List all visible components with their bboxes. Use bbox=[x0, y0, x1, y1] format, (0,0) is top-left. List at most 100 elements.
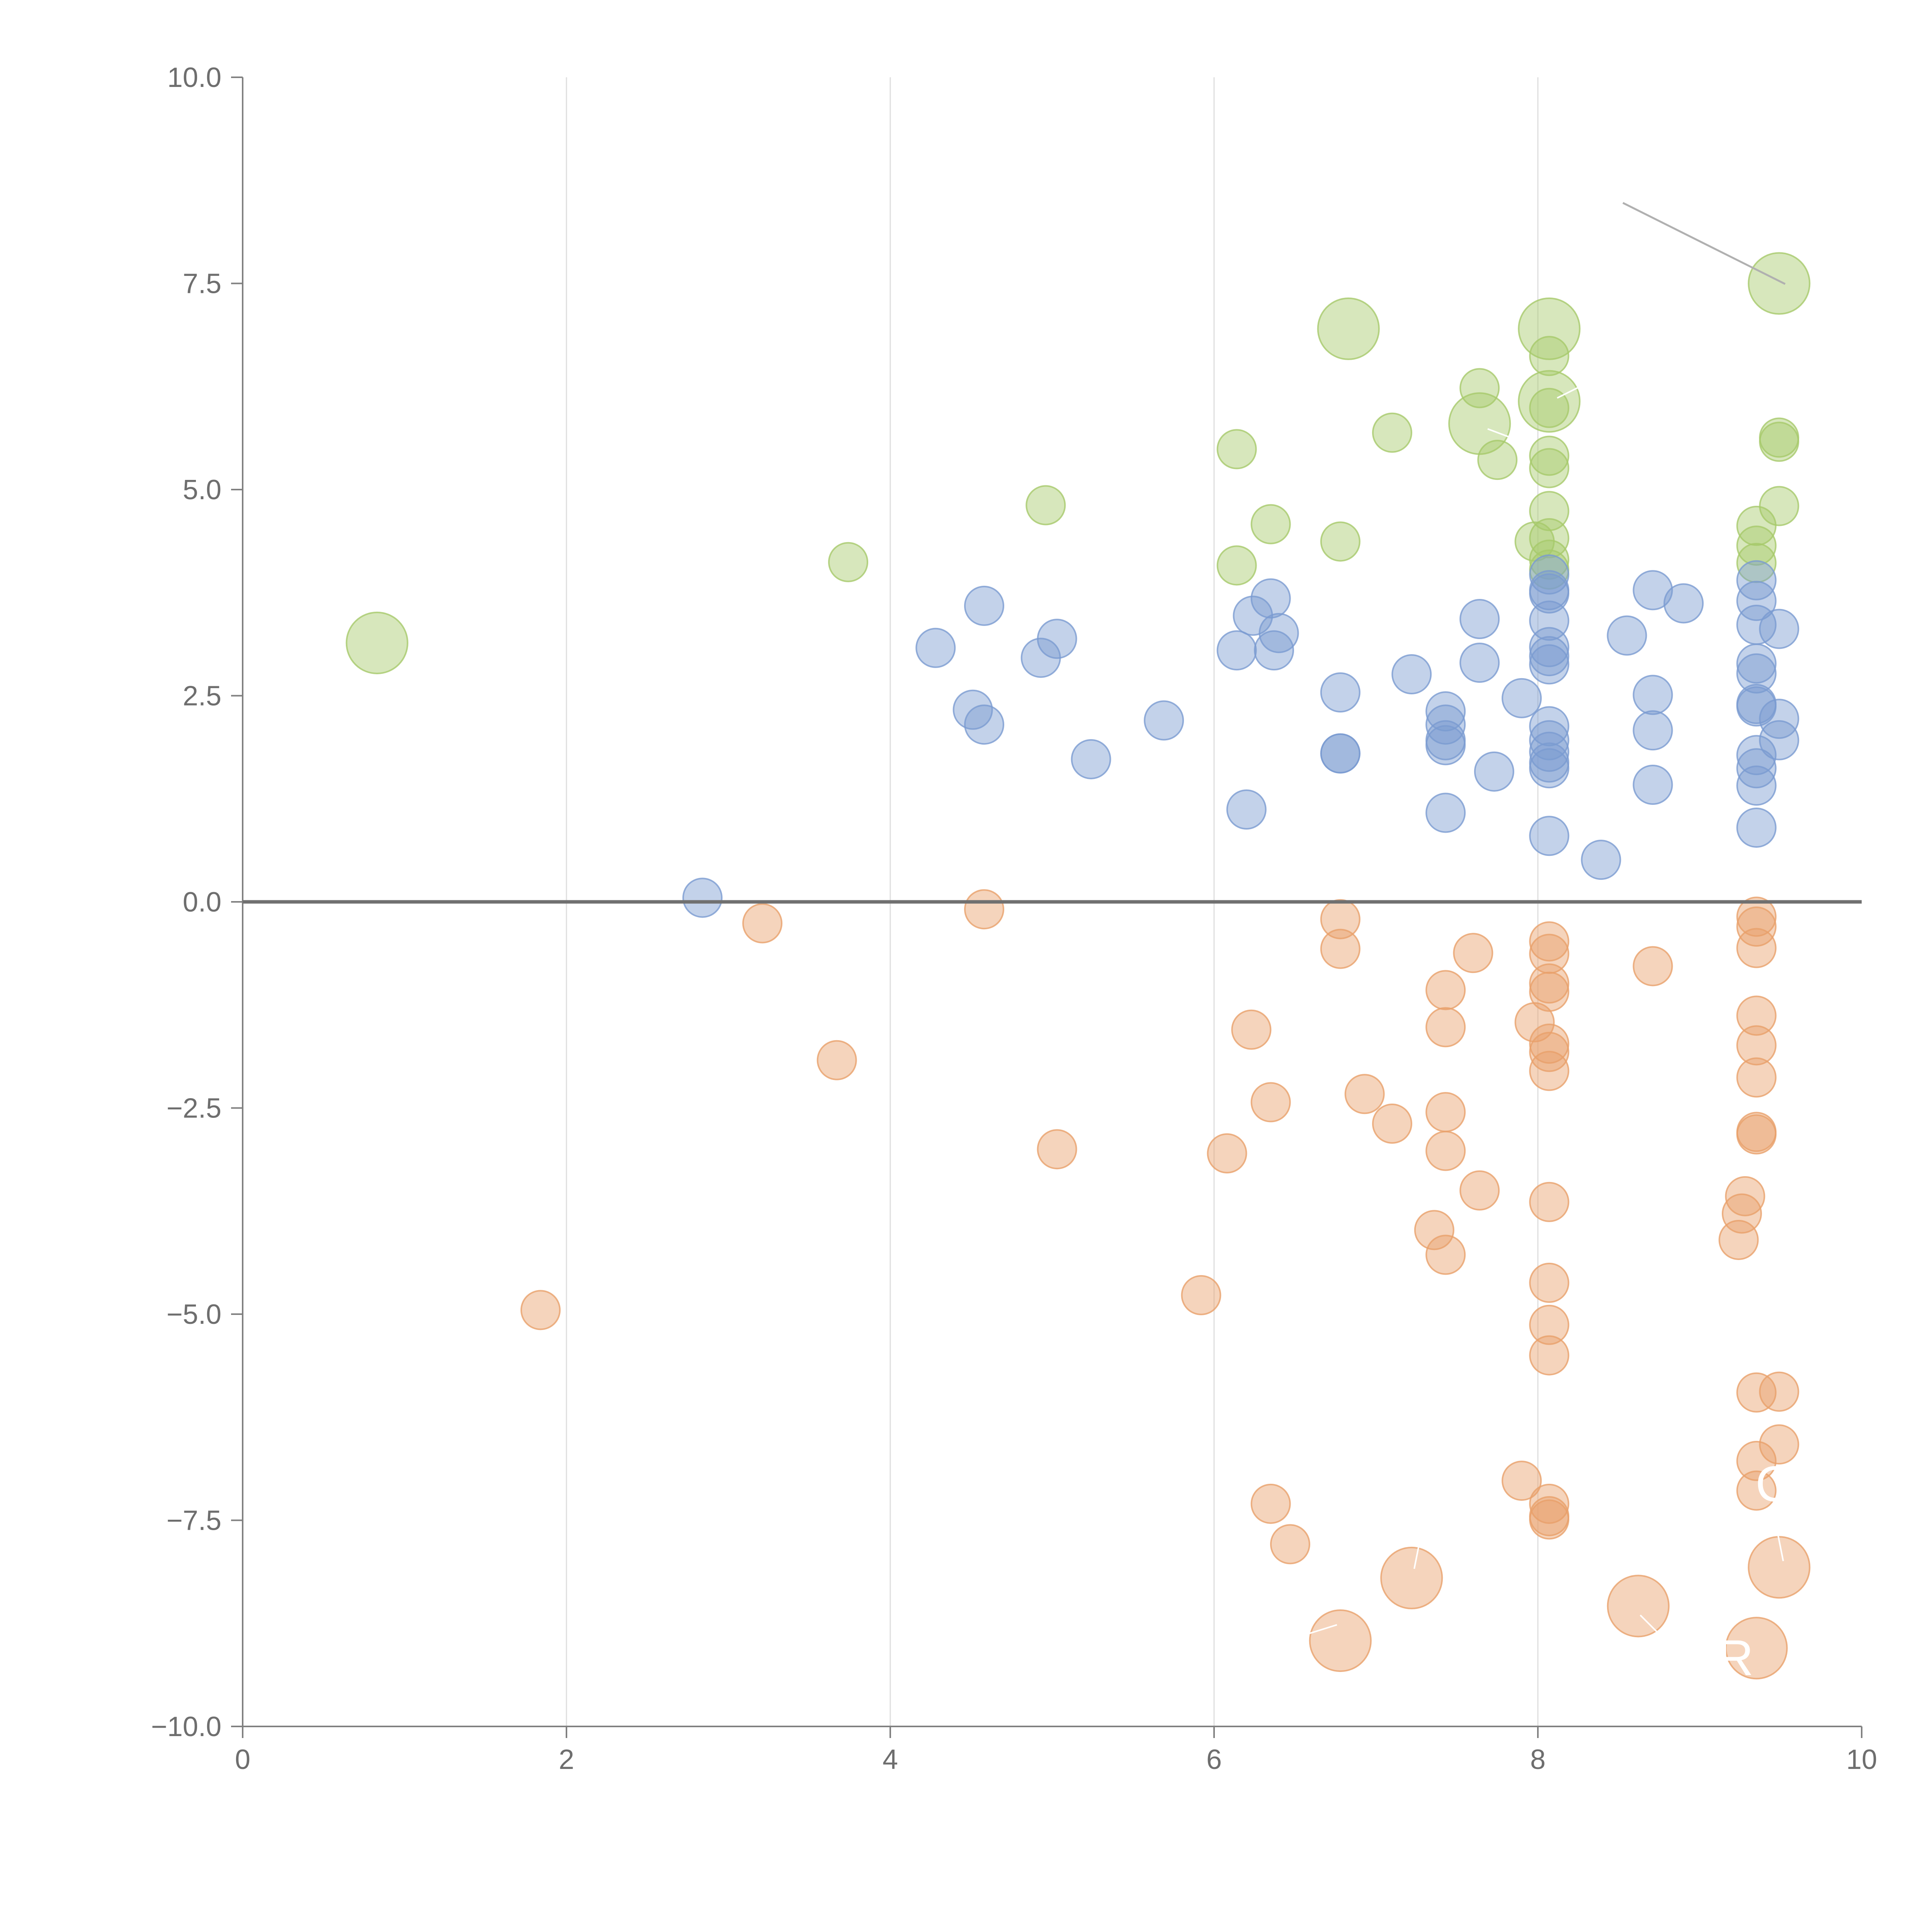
data-point-blue bbox=[1759, 720, 1799, 760]
data-point-blue bbox=[1663, 583, 1704, 624]
data-point-orange bbox=[1736, 1057, 1777, 1098]
data-point-orange bbox=[1736, 1372, 1777, 1413]
data-point-green bbox=[1320, 521, 1361, 562]
data-point-green bbox=[1759, 422, 1799, 462]
data-point-orange bbox=[1529, 1335, 1570, 1376]
data-point-blue bbox=[1250, 578, 1291, 619]
data-point-orange bbox=[1529, 1483, 1570, 1524]
data-point-blue bbox=[964, 585, 1005, 626]
data-point-orange bbox=[1250, 1082, 1291, 1122]
data-point-blue bbox=[1607, 615, 1647, 656]
data-point-green bbox=[1216, 429, 1257, 469]
data-point-blue bbox=[1736, 735, 1777, 776]
data-point-orange bbox=[1502, 1461, 1542, 1501]
data-point-blue bbox=[1759, 699, 1799, 739]
data-point-orange bbox=[742, 903, 782, 944]
data-point-green bbox=[1250, 504, 1291, 544]
y-tick-label: −7.5 bbox=[167, 1505, 221, 1536]
data-point-blue bbox=[1425, 725, 1466, 765]
data-point-blue bbox=[1425, 691, 1466, 732]
data-point-green bbox=[828, 542, 869, 582]
annotation-leader-orange-3 bbox=[1639, 1614, 1664, 1639]
data-point-orange bbox=[1231, 1009, 1272, 1050]
y-tick-label: 0.0 bbox=[183, 887, 221, 918]
data-point-blue bbox=[1254, 630, 1294, 671]
data-point-orange bbox=[1736, 928, 1777, 968]
y-tick-label: 10.0 bbox=[167, 62, 221, 93]
data-point-orange bbox=[1736, 1470, 1777, 1511]
data-point-green bbox=[1459, 368, 1500, 408]
data-point-orange bbox=[1425, 1235, 1466, 1275]
data-point-blue bbox=[1425, 704, 1466, 745]
annotation-leader-orange-1 bbox=[1413, 1539, 1421, 1569]
data-point-green bbox=[1216, 545, 1257, 586]
data-point-orange bbox=[1725, 1176, 1765, 1216]
annotation-leader-orange-2 bbox=[1306, 1624, 1337, 1635]
data-point-orange bbox=[1529, 921, 1570, 962]
data-point-orange bbox=[1736, 1440, 1777, 1481]
data-point-orange bbox=[1514, 1002, 1555, 1043]
data-point-green bbox=[1736, 526, 1777, 566]
data-point-blue bbox=[1502, 678, 1542, 718]
annotation-layer: C WR bbox=[1306, 202, 1792, 1686]
annotation-leader-green-2 bbox=[1487, 428, 1519, 441]
data-point-orange bbox=[1736, 906, 1777, 947]
annotation-leader-green-1 bbox=[1557, 386, 1581, 399]
data-point-blue bbox=[1633, 710, 1673, 751]
data-point-blue bbox=[1425, 793, 1466, 833]
data-point-orange bbox=[1320, 929, 1361, 969]
data-point-orange bbox=[1721, 1193, 1762, 1234]
data-point-blue bbox=[682, 878, 723, 918]
points-layer bbox=[345, 252, 1811, 1680]
data-point-blue bbox=[1529, 627, 1570, 667]
data-point-blue bbox=[1037, 619, 1077, 659]
data-point-blue bbox=[1459, 599, 1500, 639]
data-point-green bbox=[1529, 539, 1570, 580]
data-point-orange bbox=[1736, 1025, 1777, 1066]
data-point-green bbox=[1529, 448, 1570, 488]
data-point-orange bbox=[1425, 970, 1466, 1010]
data-point-blue bbox=[1226, 789, 1267, 830]
data-point-blue bbox=[1529, 720, 1570, 760]
data-point-orange bbox=[1425, 1092, 1466, 1133]
data-point-orange bbox=[1736, 896, 1777, 937]
data-point-orange bbox=[1736, 995, 1777, 1036]
data-point-blue bbox=[1529, 816, 1570, 856]
data-point-blue bbox=[1736, 643, 1777, 684]
x-tick-label: 10 bbox=[1846, 1744, 1877, 1775]
axis-layer: 0 2 4 6 8 10 −10.0 −7.5 −5.0 −2.5 0.0 2.5 5.0 7.5 10.0 bbox=[151, 62, 1877, 1775]
data-point-orange bbox=[1529, 971, 1570, 1012]
data-point-blue bbox=[1233, 595, 1273, 636]
data-point-green bbox=[1372, 412, 1412, 453]
data-point-orange bbox=[1309, 1609, 1372, 1672]
data-point-orange bbox=[1320, 899, 1361, 939]
data-point-orange bbox=[1748, 1536, 1811, 1599]
data-point-orange bbox=[1529, 1304, 1570, 1345]
data-point-blue bbox=[1529, 731, 1570, 772]
data-point-blue bbox=[1581, 840, 1621, 880]
data-point-green bbox=[1529, 388, 1570, 428]
data-point-orange bbox=[1607, 1575, 1670, 1638]
data-point-orange bbox=[964, 889, 1005, 930]
x-tick-label: 2 bbox=[559, 1744, 574, 1775]
annotation-leader-orange-4 bbox=[1777, 1532, 1784, 1561]
data-point-blue bbox=[1736, 807, 1777, 848]
data-point-blue bbox=[1529, 644, 1570, 685]
data-point-blue bbox=[1633, 764, 1673, 805]
data-point-blue bbox=[1633, 570, 1673, 611]
data-point-green bbox=[1518, 370, 1581, 433]
data-point-orange bbox=[1372, 1104, 1412, 1144]
data-point-blue bbox=[1736, 560, 1777, 600]
data-point-orange bbox=[1414, 1210, 1454, 1250]
data-point-green bbox=[1026, 485, 1066, 526]
data-point-blue bbox=[1320, 733, 1361, 774]
data-point-blue bbox=[1736, 765, 1777, 806]
data-point-blue bbox=[1071, 739, 1111, 779]
data-point-orange bbox=[1759, 1424, 1799, 1465]
data-point-orange bbox=[1181, 1275, 1221, 1315]
data-point-orange bbox=[1453, 933, 1493, 973]
data-point-orange bbox=[1250, 1483, 1291, 1524]
data-point-orange bbox=[1380, 1546, 1443, 1609]
data-point-blue bbox=[1320, 672, 1361, 713]
